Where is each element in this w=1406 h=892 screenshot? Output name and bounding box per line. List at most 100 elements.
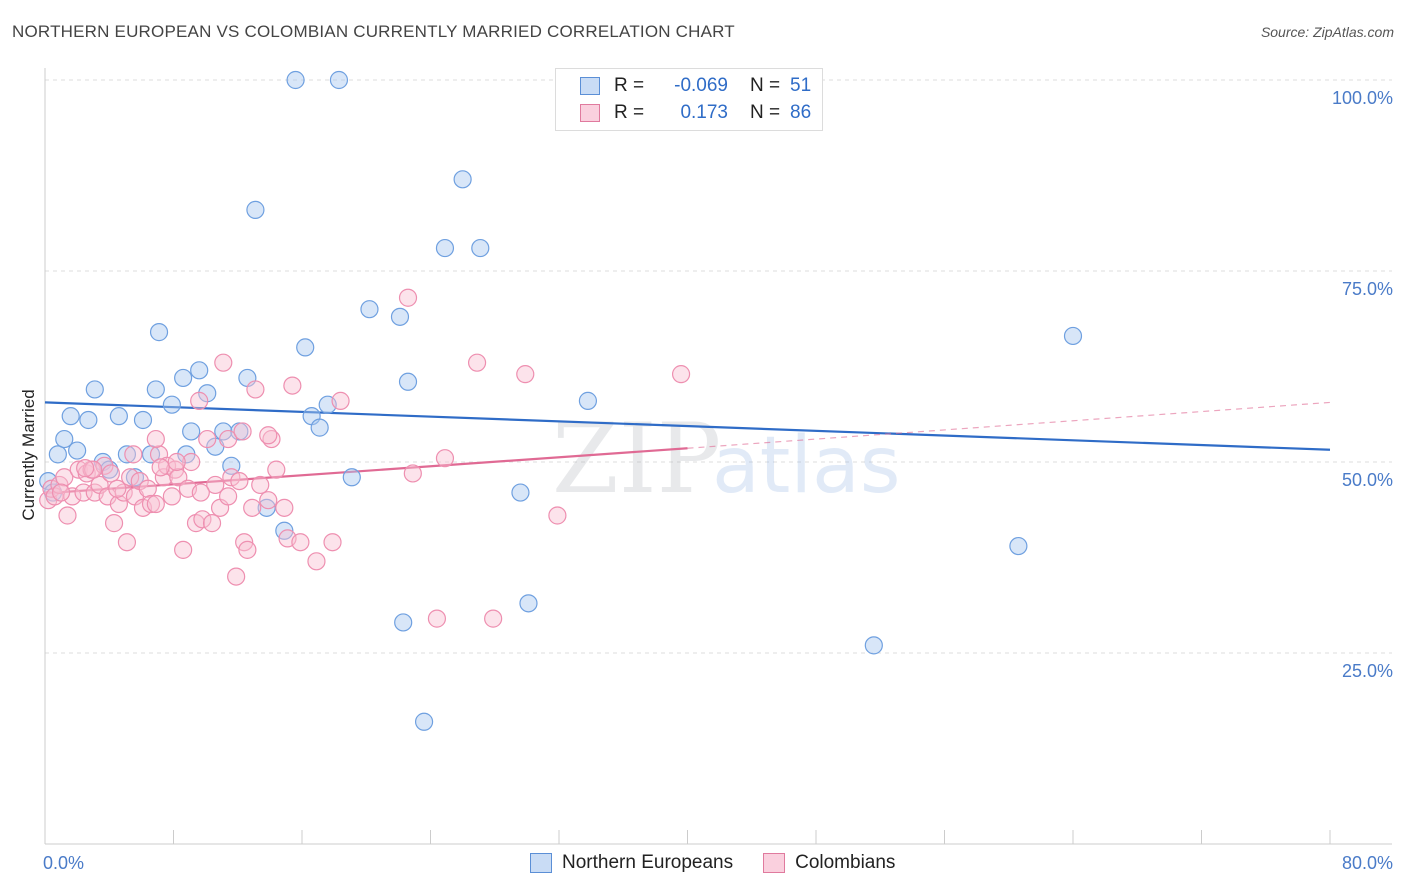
data-point <box>484 609 503 628</box>
data-point <box>109 407 128 426</box>
data-point <box>219 487 238 506</box>
trend-line <box>44 401 1331 451</box>
data-point <box>202 514 222 533</box>
series-legend: Northern Europeans Colombians <box>530 852 925 874</box>
y-tick-label: 25.0% <box>1342 661 1393 681</box>
trend-line <box>44 447 688 495</box>
data-point <box>117 533 137 552</box>
data-point <box>55 468 74 487</box>
n-label: N = <box>749 75 781 96</box>
data-point <box>435 238 455 258</box>
data-point <box>48 445 67 464</box>
y-axis-label: Currently Married <box>19 389 38 520</box>
data-point <box>243 498 262 517</box>
data-point <box>146 494 165 514</box>
legend-swatch-pink <box>580 104 600 122</box>
data-point <box>467 353 487 372</box>
data-point <box>109 494 128 514</box>
data-point <box>403 464 422 483</box>
data-point <box>198 429 217 449</box>
data-point <box>61 407 80 426</box>
series-northern-europeans <box>39 70 1083 731</box>
data-point <box>227 567 246 586</box>
data-point <box>259 491 278 510</box>
data-point <box>360 300 379 319</box>
data-point <box>578 391 598 410</box>
r-label: R = <box>614 75 645 96</box>
data-point <box>68 441 87 460</box>
legend-swatch-pink <box>763 853 786 873</box>
x-tick-label: 80.0% <box>1342 853 1393 873</box>
data-point <box>238 540 257 559</box>
data-point <box>233 422 252 441</box>
correlation-legend: R = -0.069 N = 51 R = 0.173 N = 86 <box>555 68 823 131</box>
data-point <box>342 468 361 487</box>
legend-item-northern-europeans[interactable]: Northern Europeans <box>530 852 733 874</box>
data-point <box>329 70 349 90</box>
x-tick-label: 0.0% <box>43 853 84 873</box>
data-point <box>283 376 302 395</box>
trend-line-extension <box>687 401 1331 449</box>
n-value: 51 <box>790 75 812 96</box>
watermark-zip: ZIP <box>552 403 721 515</box>
data-point <box>548 506 567 525</box>
r-value: 0.173 <box>680 102 728 123</box>
data-point <box>296 338 315 357</box>
n-label: N = <box>749 102 781 123</box>
r-label: R = <box>614 102 645 123</box>
data-point <box>174 540 193 559</box>
data-point <box>516 365 535 384</box>
data-point <box>76 459 95 478</box>
data-point <box>182 452 201 472</box>
data-point <box>310 418 329 437</box>
legend-swatch-blue <box>530 853 552 873</box>
data-point <box>390 307 410 326</box>
data-point <box>291 533 310 552</box>
data-point <box>133 410 153 430</box>
data-point <box>275 498 294 517</box>
r-value: -0.069 <box>674 75 728 96</box>
watermark-atlas: atlas <box>712 421 901 511</box>
data-point <box>162 395 181 414</box>
legend-label: Colombians <box>795 852 896 873</box>
data-point <box>230 472 249 491</box>
data-point <box>307 552 326 571</box>
legend-row-northern-europeans: R = -0.069 N = 51 <box>580 73 820 99</box>
data-point <box>149 323 169 342</box>
data-point <box>453 170 472 189</box>
data-point <box>58 506 77 525</box>
chart-title: NORTHERN EUROPEAN VS COLOMBIAN CURRENTLY… <box>12 22 735 41</box>
data-point <box>141 494 161 514</box>
data-point <box>251 475 270 495</box>
data-point <box>206 475 225 495</box>
legend-item-colombians[interactable]: Colombians <box>763 852 895 874</box>
data-point <box>51 483 71 502</box>
data-point <box>104 514 124 533</box>
data-point <box>193 510 212 529</box>
data-point <box>414 712 434 731</box>
data-point <box>121 468 140 487</box>
data-point <box>259 426 278 445</box>
legend-swatch-blue <box>580 77 600 95</box>
data-point <box>471 238 490 258</box>
data-point <box>394 613 413 632</box>
source-label: Source: ZipAtlas.com <box>1260 24 1394 40</box>
data-point <box>286 70 305 90</box>
data-point <box>79 410 98 430</box>
data-points <box>39 70 1083 731</box>
data-point <box>246 380 265 399</box>
legend-row-colombians: R = 0.173 N = 86 <box>580 100 820 126</box>
data-point <box>1009 536 1028 556</box>
data-point <box>190 361 209 380</box>
data-point <box>398 372 418 391</box>
data-point <box>331 391 350 410</box>
watermark: ZIP atlas <box>552 403 901 515</box>
data-point <box>138 479 157 498</box>
data-point <box>190 391 209 410</box>
data-point <box>511 483 530 502</box>
series-colombians <box>39 288 691 628</box>
data-point <box>167 452 186 472</box>
data-point <box>246 200 265 219</box>
data-point <box>146 380 165 399</box>
